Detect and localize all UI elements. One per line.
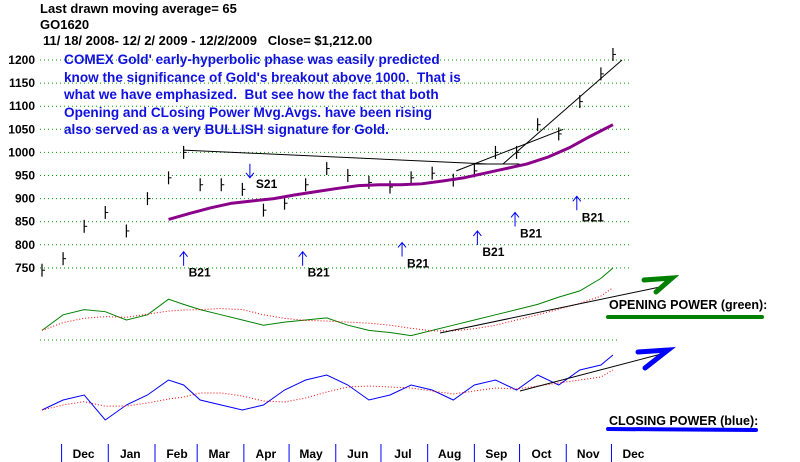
annotation-line: what we have emphasized. But see how the… — [64, 87, 439, 103]
buy-signal-label: B21 — [189, 266, 211, 280]
y-tick-label: 1100 — [9, 99, 35, 113]
annotation-line: know the significance of Gold's breakout… — [64, 69, 461, 85]
closing-power-trendline — [519, 352, 666, 392]
y-tick-label: 1000 — [8, 145, 35, 159]
opening-power-moving-average — [41, 287, 614, 332]
annotation-line: Opening and CLosing Power Mvg.Avgs. have… — [64, 104, 433, 120]
y-tick-label: 750 — [15, 261, 35, 275]
buy-signal-label: B21 — [308, 266, 330, 280]
trendline — [183, 149, 488, 165]
annotation-text: COMEX Gold' early-hyperbolic phase was e… — [64, 51, 461, 139]
y-tick-label: 900 — [15, 192, 35, 206]
buy-signal-label: B21 — [407, 256, 429, 270]
x-tick-label: Dec — [73, 447, 95, 461]
x-tick-label: Dec — [622, 447, 644, 461]
trendline — [502, 59, 623, 165]
buy-arrow-icon — [179, 250, 189, 266]
date-range-close: 11/ 18/ 2008- 12/ 2/ 2009 - 12/2/2009 Cl… — [43, 33, 373, 48]
buy-signal-label: B21 — [520, 226, 542, 240]
moving-average-line — [168, 123, 614, 221]
opening-power-trendline — [439, 286, 661, 334]
trendline — [456, 128, 564, 172]
buy-signal-label: B21 — [582, 210, 604, 224]
x-tick-label: Oct — [532, 447, 552, 461]
x-tick-label: Nov — [577, 447, 600, 461]
buy-arrow-icon — [472, 230, 482, 245]
closing-power-label: CLOSING POWER (blue): — [609, 414, 759, 428]
y-tick-label: 1150 — [9, 76, 35, 90]
sell-signal-label: S21 — [256, 177, 278, 191]
opening-power-label: OPENING POWER (green): — [609, 298, 768, 312]
x-tick-label: Jan — [120, 447, 141, 461]
x-tick-label: Mar — [208, 447, 230, 461]
y-tick-label: 1050 — [8, 122, 35, 136]
buy-arrow-icon — [510, 211, 520, 227]
x-tick-label: Jun — [347, 447, 368, 461]
y-tick-label: 950 — [15, 169, 35, 183]
annotation-line: also served as a very BULLISH signature … — [64, 122, 389, 138]
x-tick-label: May — [299, 447, 323, 461]
blue-arrow-icon — [635, 346, 676, 371]
ma-header: Last drawn moving average= 65 — [40, 1, 237, 16]
buy-signal-label: B21 — [482, 245, 504, 259]
sell-arrow-icon — [245, 163, 255, 179]
y-tick-label: 800 — [15, 238, 35, 252]
buy-arrow-icon — [298, 250, 308, 266]
buy-arrow-icon — [397, 241, 407, 257]
y-tick-label: 850 — [15, 215, 35, 229]
x-tick-label: Sep — [485, 447, 507, 461]
x-tick-label: Feb — [166, 447, 187, 461]
opening-power-line — [41, 267, 614, 337]
blue-underline — [606, 427, 758, 432]
buy-arrow-icon — [572, 195, 582, 211]
annotation-line: COMEX Gold' early-hyperbolic phase was e… — [64, 52, 440, 67]
green-arrow-icon — [641, 274, 680, 295]
closing-power-moving-average — [41, 369, 614, 411]
y-tick-label: 1200 — [8, 53, 35, 67]
x-tick-label: Jul — [394, 447, 411, 461]
closing-power-line — [41, 354, 614, 421]
x-tick-label: Aug — [438, 447, 461, 461]
x-tick-label: Apr — [256, 447, 277, 461]
symbol: GO1620 — [40, 17, 90, 32]
